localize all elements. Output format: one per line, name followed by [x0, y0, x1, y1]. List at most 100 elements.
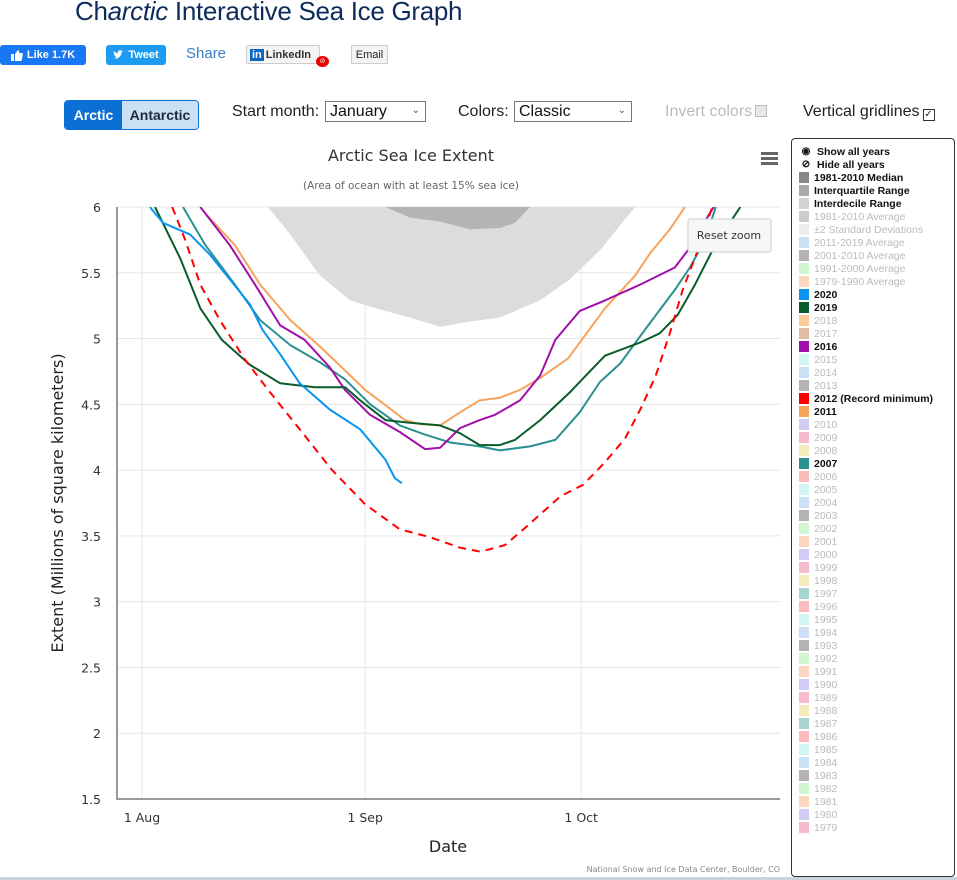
legend-item[interactable]: 2020 [799, 288, 837, 301]
legend-item[interactable]: 1979 [799, 821, 837, 834]
legend-label: 1991-2000 Average [814, 262, 906, 275]
invert-colors-checkbox[interactable] [755, 105, 768, 117]
legend-item[interactable]: 1992 [799, 652, 837, 665]
legend-item[interactable]: 1996 [799, 600, 837, 613]
series-line-2012[interactable] [171, 207, 714, 553]
legend-item[interactable]: 1987 [799, 717, 837, 730]
legend-item[interactable]: 1986 [799, 730, 837, 743]
legend-item[interactable]: 1982 [799, 782, 837, 795]
legend-swatch [799, 302, 809, 313]
legend-item[interactable]: 1991-2000 Average [799, 262, 905, 275]
legend-item[interactable]: 2015 [799, 353, 837, 366]
legend-swatch [799, 458, 809, 469]
legend-label: 1989 [814, 691, 838, 704]
legend-item[interactable]: 2014 [799, 366, 837, 379]
legend-item[interactable]: 1983 [799, 769, 837, 782]
legend-item[interactable]: 2007 [799, 457, 837, 470]
legend-item[interactable]: 2003 [799, 509, 837, 522]
legend-item[interactable]: 1981-2010 Median [799, 171, 903, 184]
legend-item[interactable]: Interdecile Range [799, 197, 902, 210]
legend-swatch [799, 432, 809, 443]
legend-swatch [799, 757, 809, 768]
legend-item[interactable]: Interquartile Range [799, 184, 910, 197]
legend-label: 1987 [814, 717, 838, 730]
y-tick-label: 3.5 [81, 529, 101, 544]
legend-item[interactable]: 2010 [799, 418, 837, 431]
legend-item[interactable]: 2000 [799, 548, 837, 561]
legend-swatch [799, 510, 809, 521]
legend-item[interactable]: 1997 [799, 587, 837, 600]
series-line-2016[interactable] [199, 207, 715, 451]
legend-item[interactable]: 1998 [799, 574, 837, 587]
legend-item[interactable]: 2009 [799, 431, 837, 444]
legend-label: 2009 [814, 431, 838, 444]
legend-item[interactable]: 2016 [799, 340, 837, 353]
arctic-button[interactable]: Arctic [65, 101, 122, 129]
legend-item[interactable]: 1984 [799, 756, 837, 769]
linkedin-share-button[interactable]: in LinkedIn [246, 45, 320, 64]
legend-swatch [799, 276, 809, 287]
legend-item[interactable]: 2018 [799, 314, 837, 327]
legend-item[interactable]: 2004 [799, 496, 837, 509]
series-line-2020[interactable] [149, 207, 403, 485]
legend-item[interactable]: 2012 (Record minimum) [799, 392, 933, 405]
hamburger-menu-line [761, 162, 778, 165]
legend-item[interactable]: 2002 [799, 522, 837, 535]
legend-item[interactable]: 1988 [799, 704, 837, 717]
legend-label: 1984 [814, 756, 838, 769]
legend-item[interactable]: 2008 [799, 444, 837, 457]
start-month-select[interactable]: January ⌄ [325, 101, 426, 122]
share-link[interactable]: Share [186, 45, 227, 62]
legend-item[interactable]: 2006 [799, 470, 837, 483]
show-all-years-button[interactable]: ◉ Show all years [799, 145, 890, 158]
legend-item[interactable]: 2013 [799, 379, 837, 392]
show-all-label: Show all years [817, 145, 890, 158]
legend-item[interactable]: 2001-2010 Average [799, 249, 905, 262]
legend-item[interactable]: 1979-1990 Average [799, 275, 905, 288]
legend-swatch [799, 263, 809, 274]
legend-item[interactable]: 2017 [799, 327, 837, 340]
legend-item[interactable]: 1990 [799, 678, 837, 691]
extent-chart[interactable]: Arctic Sea Ice Extent (Area of ocean wit… [0, 136, 790, 880]
legend-swatch [799, 627, 809, 638]
series-line-2019[interactable] [154, 207, 742, 447]
series-line-2011[interactable] [204, 207, 686, 427]
legend-swatch [799, 354, 809, 365]
legend-item[interactable]: 1991 [799, 665, 837, 678]
legend-item[interactable]: 1981 [799, 795, 837, 808]
legend-item[interactable]: 1994 [799, 626, 837, 639]
hide-all-years-button[interactable]: ⊘ Hide all years [799, 158, 885, 171]
chart-menu-button[interactable] [761, 152, 778, 165]
legend-item[interactable]: 2001 [799, 535, 837, 548]
legend-item[interactable]: 1981-2010 Average [799, 210, 905, 223]
legend-label: 2007 [814, 457, 838, 470]
legend-item[interactable]: ±2 Standard Deviations [799, 223, 923, 236]
legend-item[interactable]: 2019 [799, 301, 837, 314]
legend-swatch [799, 406, 809, 417]
colors-select[interactable]: Classic ⌄ [514, 101, 632, 122]
legend-item[interactable]: 1999 [799, 561, 837, 574]
legend-item[interactable]: 2011 [799, 405, 837, 418]
antarctic-button[interactable]: Antarctic [122, 101, 198, 129]
legend-item[interactable]: 2011-2019 Average [799, 236, 905, 249]
legend-label: 2006 [814, 470, 838, 483]
legend-item[interactable]: 1985 [799, 743, 837, 756]
series-line-2007[interactable] [182, 207, 717, 452]
vertical-gridlines-checkbox[interactable]: ✓ [922, 109, 935, 121]
legend-label: 1994 [814, 626, 838, 639]
share-bar: Like 1.7K Tweet Share in LinkedIn ⊘ Emai… [0, 44, 500, 67]
legend-item[interactable]: 1989 [799, 691, 837, 704]
legend-label: 2011-2019 Average [814, 236, 905, 249]
start-month-value: January [330, 103, 387, 120]
email-share-button[interactable]: Email [351, 45, 388, 64]
legend-swatch [799, 796, 809, 807]
reset-zoom-button[interactable]: Reset zoom [687, 218, 772, 253]
legend-item[interactable]: 1993 [799, 639, 837, 652]
legend-item[interactable]: 1995 [799, 613, 837, 626]
legend-label: 2001 [814, 535, 838, 548]
legend-swatch [799, 614, 809, 625]
legend-item[interactable]: 1980 [799, 808, 837, 821]
tweet-button[interactable]: Tweet [106, 45, 166, 65]
legend-item[interactable]: 2005 [799, 483, 837, 496]
facebook-like-button[interactable]: Like 1.7K [0, 45, 86, 65]
